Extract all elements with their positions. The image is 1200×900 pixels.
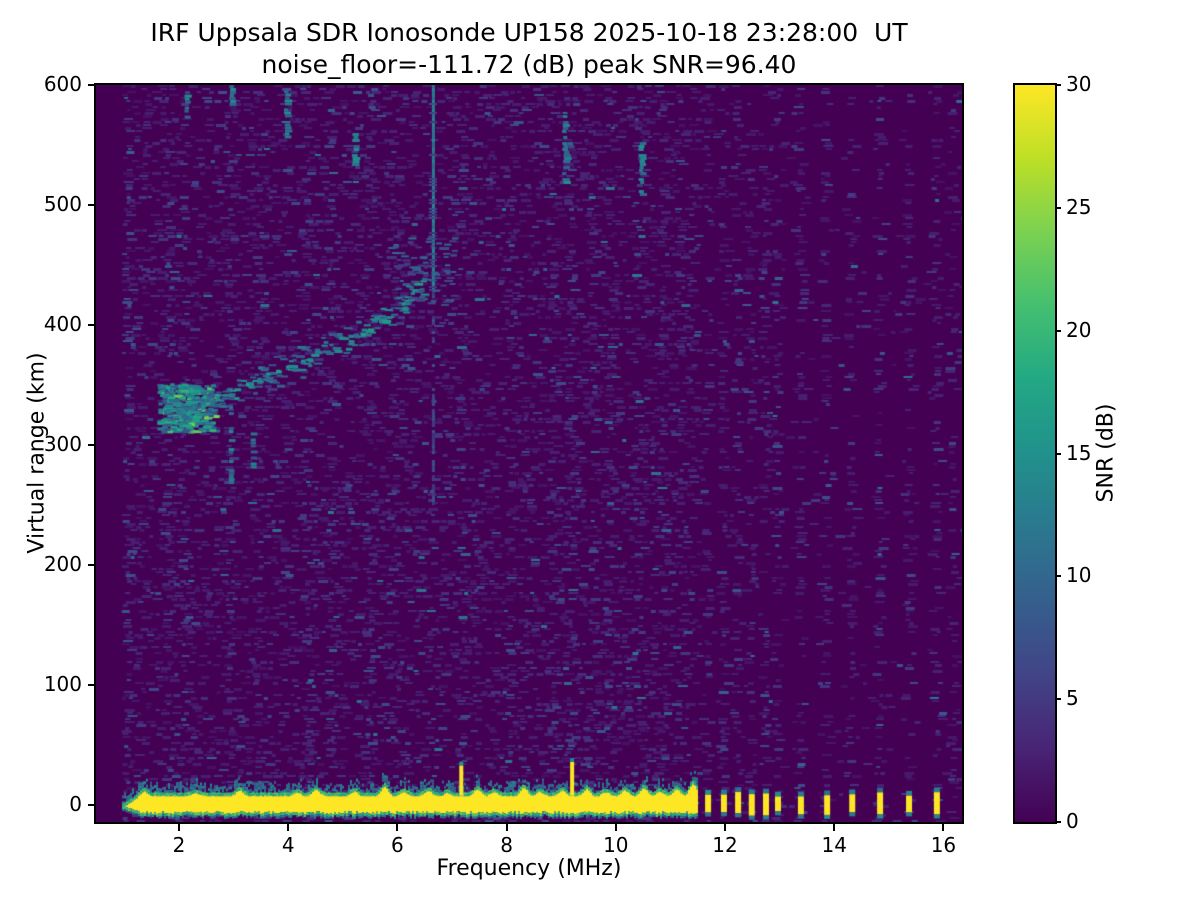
y-tick-label: 300: [43, 432, 82, 457]
x-tick-label: 12: [712, 833, 738, 857]
x-tick-mark: [614, 824, 617, 831]
colorbar-tick-label: 30: [1066, 72, 1092, 96]
colorbar-tick-label: 10: [1066, 563, 1092, 588]
colorbar-gradient: [1015, 85, 1055, 822]
chart-subtitle: noise_floor=-111.72 (dB) peak SNR=96.40: [261, 50, 797, 79]
x-tick-mark: [833, 824, 836, 831]
y-tick-label: 200: [43, 552, 82, 577]
plot-area: [94, 83, 964, 824]
colorbar-tick-mark: [1055, 329, 1061, 332]
colorbar: [1013, 83, 1057, 824]
x-tick-mark: [724, 824, 727, 831]
colorbar-tick-label: 15: [1066, 440, 1092, 465]
x-tick-label: 8: [500, 833, 513, 857]
y-tick-label: 600: [43, 72, 82, 96]
x-tick-label: 16: [930, 833, 957, 857]
x-tick-label: 14: [821, 833, 847, 857]
colorbar-tick-mark: [1055, 452, 1061, 455]
colorbar-tick-label: 20: [1066, 317, 1092, 342]
x-tick-mark: [287, 824, 290, 831]
x-tick-mark: [177, 824, 180, 831]
x-axis-label: Frequency (MHz): [436, 856, 622, 881]
colorbar-tick-label: 5: [1066, 686, 1079, 711]
colorbar-tick-mark: [1055, 575, 1061, 578]
y-tick-mark: [88, 684, 95, 687]
x-tick-label: 6: [391, 833, 404, 857]
y-tick-label: 500: [43, 192, 82, 217]
colorbar-tick-mark: [1055, 698, 1061, 701]
y-tick-label: 0: [69, 792, 82, 817]
colorbar-tick-label: 0: [1066, 809, 1079, 833]
y-tick-mark: [88, 324, 95, 327]
x-tick-label: 10: [603, 833, 629, 857]
y-tick-label: 100: [43, 672, 82, 697]
colorbar-tick-mark: [1055, 206, 1061, 209]
x-tick-label: 2: [172, 833, 186, 857]
y-tick-mark: [88, 564, 95, 567]
colorbar-tick-mark: [1055, 84, 1061, 86]
colorbar-tick-label: 25: [1066, 194, 1092, 219]
x-tick-label: 4: [281, 833, 295, 857]
x-tick-mark: [396, 824, 399, 831]
y-tick-mark: [88, 204, 95, 207]
y-tick-mark: [88, 84, 95, 86]
chart-title: IRF Uppsala SDR Ionosonde UP158 2025-10-…: [150, 18, 908, 47]
y-tick-mark: [88, 444, 95, 447]
colorbar-label: SNR (dB): [1093, 403, 1119, 503]
x-tick-mark: [942, 824, 945, 831]
y-tick-label: 400: [43, 312, 82, 337]
y-tick-mark: [88, 804, 95, 807]
colorbar-tick-mark: [1055, 821, 1061, 823]
x-tick-mark: [505, 824, 508, 831]
ionogram-heatmap: [96, 85, 962, 822]
